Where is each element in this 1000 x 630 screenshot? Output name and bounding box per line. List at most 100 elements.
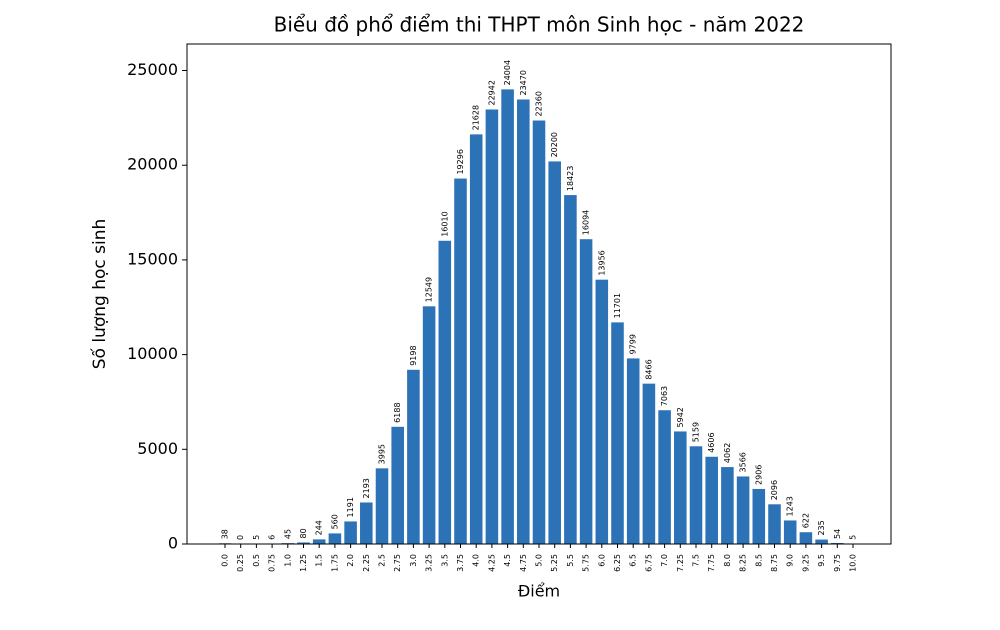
x-tick-label: 4.25 [487, 554, 496, 572]
value-label: 16010 [440, 211, 449, 236]
x-tick-label: 8.5 [754, 554, 763, 567]
value-label: 24004 [503, 60, 512, 85]
y-tick-label: 20000 [127, 155, 178, 174]
value-label: 18423 [566, 166, 575, 191]
bar [344, 521, 357, 544]
bar [485, 109, 499, 544]
value-label: 235 [817, 520, 826, 535]
bar [564, 195, 577, 545]
value-label: 9799 [629, 334, 638, 354]
value-label: 45 [283, 529, 292, 539]
bar [674, 431, 687, 544]
value-label: 13956 [597, 250, 606, 275]
bar [375, 468, 389, 544]
bar [595, 279, 609, 544]
x-tick-label: 4.5 [503, 554, 512, 567]
bar [783, 520, 797, 544]
x-tick-label: 5.75 [582, 554, 591, 572]
x-tick-label: 5.25 [550, 554, 559, 572]
x-tick-label: 8.25 [739, 554, 748, 572]
bar [721, 467, 734, 544]
bar [438, 240, 452, 544]
value-label: 9198 [409, 345, 418, 365]
x-tick-label: 4.75 [519, 554, 528, 572]
value-label: 5159 [692, 422, 701, 442]
x-tick-label: 1.0 [283, 554, 292, 567]
value-label: 4062 [723, 443, 732, 463]
x-tick-label: 7.5 [692, 554, 701, 567]
x-tick-label: 3.0 [409, 554, 418, 567]
x-tick-label: 0.5 [252, 554, 261, 567]
bar [454, 178, 467, 544]
x-axis-label: Điểm [518, 582, 560, 601]
bar [831, 542, 844, 544]
y-tick-label: 15000 [127, 249, 178, 268]
value-label: 11701 [613, 293, 622, 318]
x-tick-label: 7.0 [660, 554, 669, 567]
x-tick-label: 8.0 [723, 554, 732, 567]
x-tick-label: 2.0 [346, 554, 355, 567]
value-label: 6188 [393, 402, 402, 422]
bar [752, 488, 766, 544]
value-label: 16094 [582, 210, 591, 235]
bar [626, 358, 640, 544]
x-tick-label: 0.25 [236, 554, 245, 572]
bar [360, 502, 373, 544]
bar [815, 539, 828, 544]
x-tick-label: 4.0 [472, 554, 481, 567]
bar [579, 239, 593, 544]
x-tick-label: 3.75 [456, 554, 465, 572]
x-tick-label: 7.25 [676, 554, 685, 572]
value-label: 5942 [676, 407, 685, 427]
x-tick-label: 6.0 [597, 554, 606, 567]
bar [611, 322, 624, 544]
value-label: 5 [849, 535, 858, 540]
y-tick-label: 10000 [127, 344, 178, 363]
value-label: 560 [330, 514, 339, 529]
value-label: 3995 [378, 444, 387, 464]
value-label: 22942 [487, 80, 496, 105]
value-label: 1243 [786, 496, 795, 516]
bar [501, 89, 514, 544]
y-tick-label: 5000 [137, 439, 178, 458]
x-tick-label: 6.25 [613, 554, 622, 572]
x-tick-label: 5.0 [535, 554, 544, 567]
x-tick-label: 0.0 [221, 554, 230, 567]
bar [736, 476, 750, 544]
bar [548, 161, 561, 544]
value-label: 80 [299, 528, 308, 538]
value-label: 38 [221, 529, 230, 539]
value-label: 12549 [425, 277, 434, 302]
bar [768, 504, 781, 544]
x-tick-label: 5.5 [566, 554, 575, 567]
x-tick-label: 9.5 [817, 554, 826, 567]
x-tick-label: 1.75 [330, 554, 339, 572]
bar [422, 306, 436, 544]
value-label: 622 [801, 513, 810, 528]
x-tick-label: 9.0 [786, 554, 795, 567]
plot-frame [186, 43, 892, 545]
bar [469, 134, 483, 544]
value-label: 23470 [519, 70, 528, 95]
value-label: 2096 [770, 480, 779, 500]
value-label: 19296 [456, 149, 465, 174]
value-label: 22360 [535, 91, 544, 116]
x-tick-label: 9.75 [833, 554, 842, 572]
value-label: 6 [268, 535, 277, 540]
x-tick-label: 6.75 [644, 554, 653, 572]
value-label: 3566 [739, 452, 748, 472]
value-label: 20200 [550, 132, 559, 157]
x-tick-label: 3.25 [425, 554, 434, 572]
value-label: 7063 [660, 386, 669, 406]
y-tick-label: 25000 [127, 60, 178, 79]
y-axis-label: Số lượng học sinh [89, 219, 110, 370]
bar [391, 426, 404, 544]
x-tick-label: 1.5 [315, 554, 324, 567]
x-tick-label: 2.5 [378, 554, 387, 567]
y-tick-label: 0 [168, 534, 178, 553]
x-tick-label: 7.75 [707, 554, 716, 572]
bar [407, 369, 420, 544]
bar [532, 120, 546, 545]
